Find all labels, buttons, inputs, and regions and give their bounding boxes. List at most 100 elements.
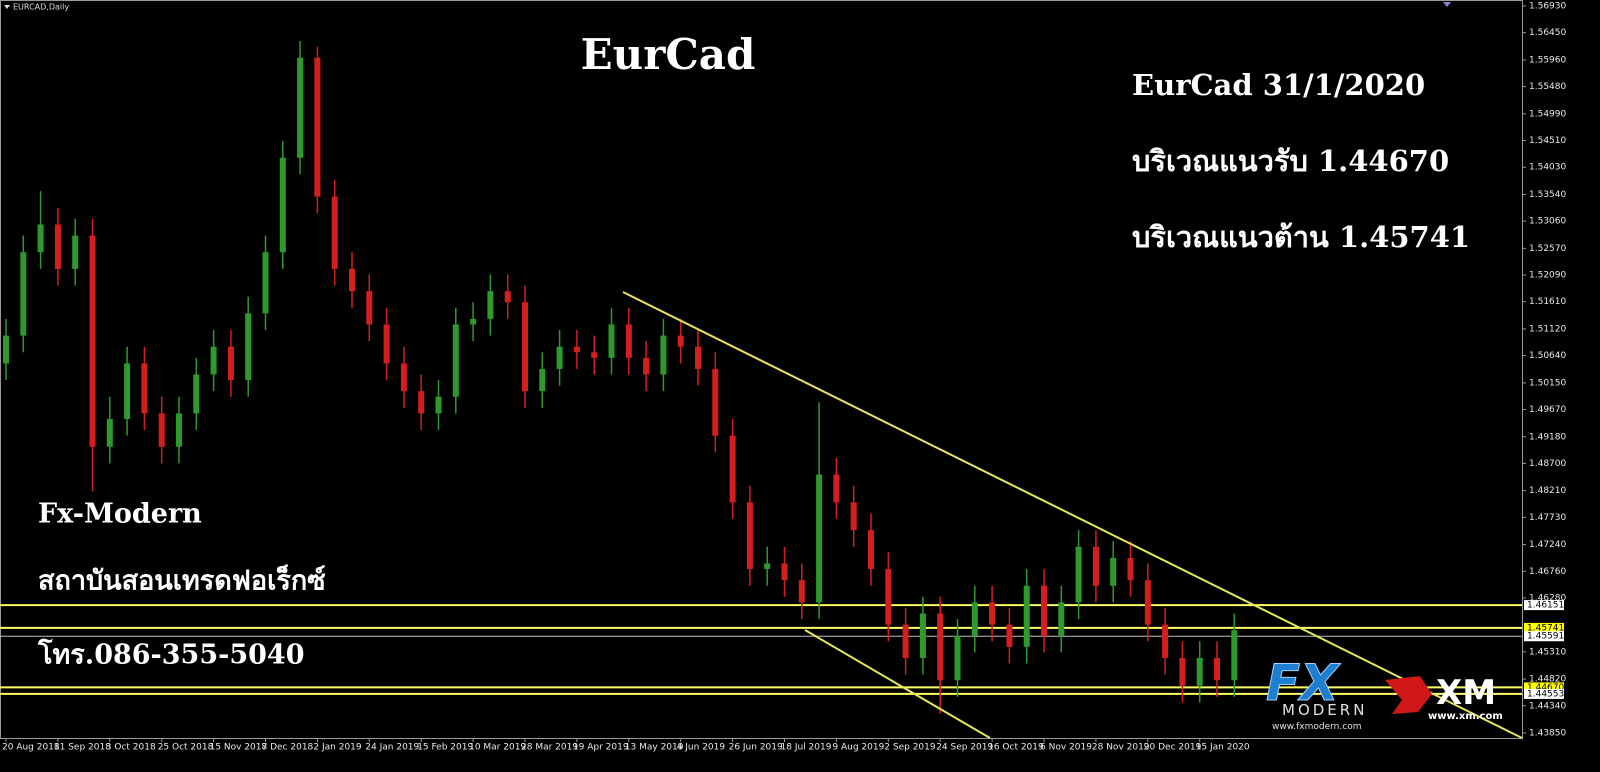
candle-body (885, 569, 892, 625)
brand: Fx-Modern (38, 499, 202, 530)
candle-body (176, 413, 182, 447)
level-label-bg (1524, 631, 1564, 642)
plot-frame (0, 0, 1523, 739)
candle-body (331, 196, 338, 269)
candle-body (314, 57, 321, 197)
y-tick-label: 1.56450 (1529, 28, 1566, 38)
x-tick-label: 16 Oct 2019 (988, 743, 1044, 753)
candle-body (1058, 602, 1065, 636)
candle-body (54, 224, 61, 269)
candle-body (1127, 557, 1134, 581)
candle-body (193, 374, 200, 414)
candle-body (400, 363, 407, 392)
y-tick-label: 1.50150 (1529, 378, 1566, 388)
y-tick-label: 1.56930 (1529, 2, 1566, 12)
logo-text: MODERN (1282, 701, 1367, 719)
level-label: 1.44670 (1527, 683, 1564, 693)
y-tick-label: 1.46280 (1529, 593, 1566, 603)
x-tick-label: 24 Jan 2019 (365, 743, 419, 753)
y-tick-label: 1.48700 (1529, 459, 1566, 469)
candle-body (504, 291, 511, 303)
y-tick-label: 1.52090 (1529, 271, 1566, 281)
brand: โทร.086-355-5040 (37, 638, 304, 671)
candle-body (20, 252, 27, 336)
y-tick-label: 1.43850 (1529, 729, 1566, 739)
candle-body (1041, 585, 1047, 636)
y-tick-label: 1.45310 (1529, 647, 1566, 657)
candle-body (383, 324, 390, 364)
candle-body (470, 318, 477, 325)
candle-body (3, 335, 9, 364)
candle-body (366, 291, 373, 325)
candle-body (297, 57, 304, 158)
x-tick-label: 20 Aug 2018 (2, 743, 60, 753)
level-label-bg (1524, 682, 1564, 693)
x-tick-label: 2 Sep 2019 (884, 743, 936, 753)
x-tick-label: 2 Jan 2019 (313, 743, 361, 753)
level-label-bg (1524, 600, 1564, 611)
trendline (622, 291, 1523, 739)
candle-body (573, 346, 580, 353)
level-label: 1.46151 (1527, 601, 1564, 611)
candle-body (556, 346, 563, 369)
candle-body (1092, 546, 1099, 586)
candle-body (954, 635, 961, 681)
overlay: EurCad EurCad 31/1/2020 บริเวณแนวรับ 1.4… (37, 30, 1503, 732)
candle-body (1144, 580, 1151, 625)
candle-body (487, 291, 494, 319)
y-tick-label: 1.47730 (1529, 513, 1566, 523)
annotation: EurCad 31/1/2020 (1132, 68, 1425, 102)
candle-body (539, 368, 546, 392)
x-tick-label: 13 May 2019 (625, 743, 684, 753)
candle-body (522, 302, 528, 392)
y-tick-label: 1.51120 (1529, 324, 1566, 334)
y-tick-label: 1.47240 (1529, 540, 1566, 550)
y-tick-label: 1.48210 (1529, 486, 1566, 496)
candle-body (418, 391, 425, 414)
candle-body (1006, 624, 1013, 647)
y-tick-label: 1.54990 (1529, 109, 1566, 119)
annotation: บริเวณแนวต้าน 1.45741 (1132, 220, 1470, 254)
candle-body (608, 324, 615, 358)
candle-body (971, 602, 978, 636)
candle-body (227, 346, 234, 381)
y-tick-label: 1.46760 (1529, 567, 1566, 577)
logo-url: www.xm.com (1428, 711, 1503, 722)
x-tick-label: 19 Apr 2019 (573, 743, 629, 753)
candle-body (452, 324, 459, 397)
x-tick-label: 6 Nov 2019 (1040, 743, 1092, 753)
scroll-marker (1443, 2, 1451, 7)
candle-body (660, 335, 667, 375)
x-tick-label: 4 Jun 2019 (677, 743, 726, 753)
candle-body (868, 530, 874, 570)
level-label: 1.45591 (1527, 632, 1564, 642)
x-tick-label: 26 Jun 2019 (729, 743, 783, 753)
y-tick-label: 1.44340 (1529, 701, 1566, 711)
y-tick-label: 1.53060 (1529, 217, 1566, 227)
candle-body (816, 474, 823, 603)
candle-body (729, 435, 736, 503)
trendline (804, 629, 991, 739)
chart-title: EurCad (581, 30, 756, 79)
logo-fx: FX (1266, 654, 1341, 712)
y-tick-label: 1.53540 (1529, 190, 1566, 200)
candle-body (262, 252, 269, 314)
x-tick-label: 28 Mar 2019 (521, 743, 578, 753)
candle-body (210, 346, 217, 375)
y-tick-label: 1.51610 (1529, 297, 1566, 307)
y-tick-label: 1.44820 (1529, 675, 1566, 685)
candle-body (695, 346, 701, 369)
candle-body (712, 368, 719, 436)
candle-body (1110, 557, 1117, 586)
logo-url: www.fxmodern.com (1272, 722, 1361, 732)
candle-body (89, 235, 96, 447)
x-tick-label: 15 Nov 2018 (210, 743, 268, 753)
candle-body (435, 396, 442, 414)
candle-body (141, 363, 148, 414)
y-tick-label: 1.55480 (1529, 82, 1566, 92)
logo-xm-mark (1385, 676, 1432, 714)
candle-body (1179, 657, 1186, 686)
x-tick-label: 11 Sep 2018 (54, 743, 111, 753)
x-tick-label: 18 Jul 2019 (781, 743, 832, 753)
x-tick-label: 24 Sep 2019 (936, 743, 993, 753)
